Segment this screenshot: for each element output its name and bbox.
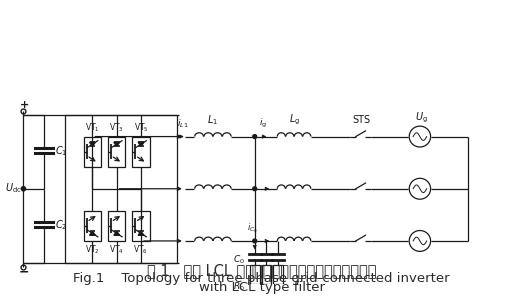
Circle shape — [21, 187, 26, 191]
Text: VT$_1$: VT$_1$ — [85, 121, 100, 134]
Text: 图 1   基于 LCL 型滤波器的三相并网逆变器结构拓扑: 图 1 基于 LCL 型滤波器的三相并网逆变器结构拓扑 — [147, 263, 376, 278]
Text: $i_{L1}$: $i_{L1}$ — [177, 118, 188, 130]
Polygon shape — [138, 231, 144, 235]
Text: Fig.1    Topology for three phase grid-connected inverter: Fig.1 Topology for three phase grid-conn… — [73, 272, 450, 285]
Text: −: − — [19, 266, 30, 279]
Polygon shape — [90, 231, 95, 235]
Text: +: + — [20, 100, 29, 110]
Bar — [84, 210, 101, 241]
Text: $L_{\mathrm{g}}$: $L_{\mathrm{g}}$ — [288, 113, 300, 127]
Text: $R_0$: $R_0$ — [233, 280, 245, 293]
Text: $i_{\mathrm{g}}$: $i_{\mathrm{g}}$ — [260, 117, 267, 130]
Bar — [273, 265, 283, 284]
Polygon shape — [90, 142, 95, 146]
Bar — [262, 265, 271, 284]
Bar — [65, 115, 177, 263]
Bar — [250, 265, 260, 284]
Text: STS: STS — [353, 115, 371, 125]
Circle shape — [253, 239, 256, 243]
Polygon shape — [114, 231, 119, 235]
Circle shape — [253, 187, 256, 191]
Text: VT$_6$: VT$_6$ — [133, 244, 148, 256]
Polygon shape — [138, 142, 144, 146]
Circle shape — [409, 178, 431, 199]
Text: $L_1$: $L_1$ — [208, 113, 218, 127]
Text: with LCL type filter: with LCL type filter — [198, 281, 324, 294]
Text: $U_{\mathrm{g}}$: $U_{\mathrm{g}}$ — [416, 111, 428, 125]
Bar — [108, 210, 126, 241]
Text: $C_2$: $C_2$ — [55, 218, 67, 232]
Bar — [108, 136, 126, 167]
Bar — [84, 136, 101, 167]
Circle shape — [409, 231, 431, 251]
Text: $C_0$: $C_0$ — [233, 254, 245, 266]
Text: VT$_5$: VT$_5$ — [133, 121, 148, 134]
Text: VT$_4$: VT$_4$ — [109, 244, 124, 256]
Text: VT$_3$: VT$_3$ — [109, 121, 124, 134]
Circle shape — [253, 135, 256, 139]
Text: $C_1$: $C_1$ — [55, 144, 67, 158]
Bar — [132, 136, 150, 167]
Polygon shape — [114, 142, 119, 146]
Circle shape — [409, 126, 431, 147]
Text: VT$_2$: VT$_2$ — [85, 244, 100, 256]
Text: $i_{C_0}$: $i_{C_0}$ — [247, 222, 258, 235]
Bar — [132, 210, 150, 241]
Text: $U_{\mathrm{dc}}$: $U_{\mathrm{dc}}$ — [5, 181, 22, 195]
